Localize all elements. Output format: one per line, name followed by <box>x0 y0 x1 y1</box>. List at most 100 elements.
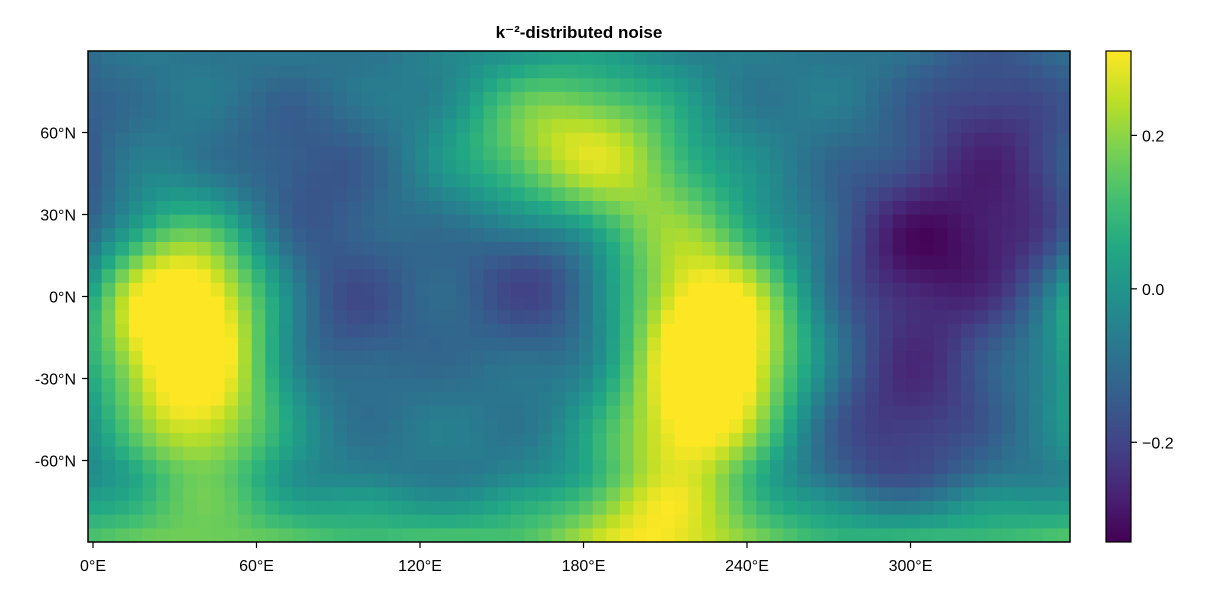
heatmap-cell <box>879 241 894 257</box>
heatmap-cell <box>729 391 744 407</box>
heatmap-cell <box>960 405 976 420</box>
heatmap-cell <box>197 378 212 393</box>
heatmap-cell <box>701 119 716 134</box>
heatmap-cell <box>524 269 539 284</box>
heatmap-cell <box>783 119 798 134</box>
heatmap-cell <box>606 364 621 379</box>
x-tick-label: 0°E <box>80 558 106 575</box>
heatmap-cell <box>401 364 416 379</box>
heatmap-cell <box>101 419 116 434</box>
heatmap-cell <box>374 214 389 229</box>
heatmap-cell <box>388 146 403 161</box>
heatmap-cell <box>879 173 894 188</box>
heatmap-cell <box>606 255 621 270</box>
heatmap-cell <box>101 119 116 134</box>
heatmap-cell <box>974 446 989 461</box>
heatmap-cell <box>292 228 307 243</box>
heatmap-cell <box>797 228 812 243</box>
heatmap-cell <box>606 160 621 175</box>
heatmap-cell <box>619 146 635 161</box>
heatmap-cell <box>251 228 266 243</box>
heatmap-cell <box>169 228 185 243</box>
heatmap-cell <box>1042 173 1057 188</box>
heatmap-cell <box>606 132 621 148</box>
heatmap-cell <box>947 296 962 311</box>
heatmap-cell <box>360 446 376 461</box>
heatmap-cell <box>456 514 471 529</box>
heatmap-cell <box>729 473 744 489</box>
heatmap-cell <box>592 105 607 120</box>
heatmap-cell <box>251 146 266 161</box>
heatmap-cell <box>456 269 471 284</box>
heatmap-cell <box>551 105 566 120</box>
heatmap-cell <box>278 132 294 148</box>
heatmap-cell <box>101 460 116 475</box>
heatmap-cell <box>960 241 976 257</box>
heatmap-cell <box>428 105 444 120</box>
heatmap-cell <box>988 105 1003 120</box>
heatmap-cell <box>742 446 757 461</box>
heatmap-cell <box>469 187 485 202</box>
heatmap-cell <box>469 228 485 243</box>
heatmap-cell <box>319 160 335 175</box>
heatmap-cell <box>647 173 662 188</box>
heatmap-cell <box>224 528 239 542</box>
heatmap-cell <box>919 214 935 229</box>
heatmap-cell <box>197 201 212 216</box>
heatmap-cell <box>660 146 676 161</box>
heatmap-cell <box>224 432 239 448</box>
heatmap-cell <box>197 323 212 339</box>
heatmap-cell <box>660 282 676 298</box>
heatmap-cell <box>101 378 116 393</box>
heatmap-cell <box>824 446 839 461</box>
heatmap-cell <box>892 255 907 270</box>
heatmap-cell <box>538 432 553 448</box>
heatmap-cell <box>647 473 662 489</box>
heatmap-cell <box>306 337 321 352</box>
heatmap-cell <box>238 296 253 311</box>
heatmap-cell <box>647 132 662 148</box>
heatmap-cell <box>674 446 689 461</box>
heatmap-cell <box>197 214 212 229</box>
heatmap-cell <box>933 446 948 461</box>
heatmap-cell <box>647 228 662 243</box>
heatmap-cell <box>701 91 716 107</box>
heatmap-cell <box>251 105 266 120</box>
heatmap-cell <box>715 446 730 461</box>
heatmap-cell <box>756 528 771 542</box>
heatmap-cell <box>742 160 757 175</box>
heatmap-cell <box>1029 160 1044 175</box>
heatmap-cell <box>347 310 362 325</box>
heatmap-cell <box>401 460 416 475</box>
heatmap-cell <box>797 146 812 161</box>
heatmap-cell <box>1042 310 1057 325</box>
heatmap-cell <box>633 146 648 161</box>
heatmap-cell <box>1015 514 1030 529</box>
heatmap-cell <box>1001 146 1017 161</box>
heatmap-cell <box>510 228 526 243</box>
heatmap-cell <box>483 528 498 542</box>
heatmap-cell <box>729 323 744 339</box>
heatmap-cell <box>919 460 935 475</box>
heatmap-cell <box>415 282 430 298</box>
heatmap-cell <box>619 364 635 379</box>
heatmap-cell <box>1029 514 1044 529</box>
heatmap-cell <box>715 146 730 161</box>
heatmap-cell <box>1042 514 1057 529</box>
heatmap-cell <box>469 391 485 407</box>
heatmap-cell <box>483 391 498 407</box>
heatmap-cell <box>483 296 498 311</box>
heatmap-cell <box>715 201 730 216</box>
heatmap-cell <box>892 105 907 120</box>
heatmap-cell <box>1042 460 1057 475</box>
heatmap-cell <box>1056 473 1070 489</box>
heatmap-cell <box>688 514 703 529</box>
heatmap-cell <box>947 446 962 461</box>
heatmap-cell <box>701 132 716 148</box>
heatmap-cell <box>688 296 703 311</box>
heatmap-cell <box>510 173 526 188</box>
heatmap-cell <box>838 78 853 93</box>
heatmap-cell <box>360 432 376 448</box>
heatmap-cell <box>1029 282 1044 298</box>
heatmap-cell <box>197 187 212 202</box>
